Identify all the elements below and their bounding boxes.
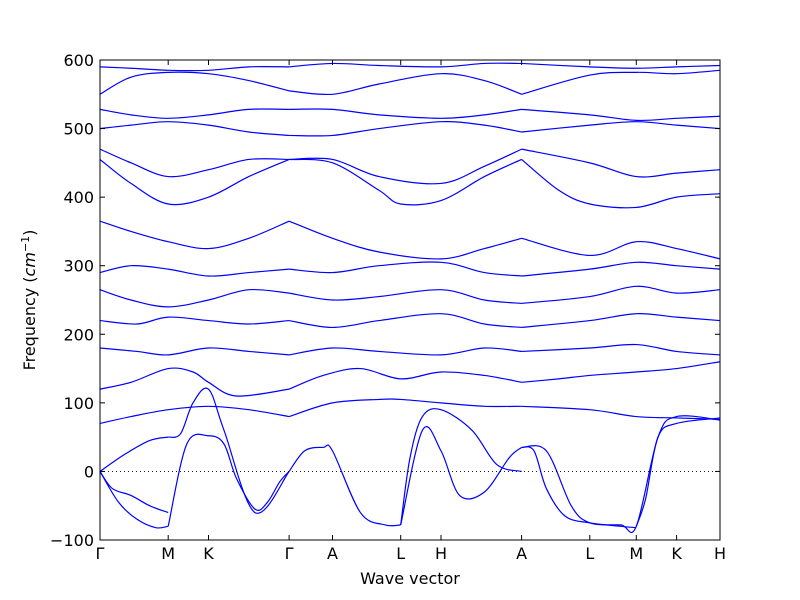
band-line-37 (521, 148, 720, 178)
band-line-0 (100, 471, 169, 529)
y-axis-label-main: Frequency (20, 283, 39, 371)
x-tick-label: Γ (96, 544, 105, 563)
x-axis-label: Wave vector (360, 569, 460, 588)
band-line-28 (521, 261, 720, 277)
band-line-42 (289, 108, 522, 119)
band-line-8 (521, 446, 637, 529)
x-tick-label: K (671, 544, 682, 563)
band-line-34 (521, 158, 720, 209)
y-tick-label: 500 (63, 120, 94, 139)
band-line-18 (289, 347, 522, 356)
band-line-22 (521, 313, 720, 329)
y-axis-label-unit: cm (20, 252, 39, 276)
band-line-33 (289, 158, 522, 206)
band-line-15 (288, 367, 522, 390)
band-line-5 (288, 444, 401, 527)
band-line-6 (400, 408, 522, 525)
band-line-24 (289, 289, 522, 305)
band-line-10 (635, 417, 720, 527)
band-line-25 (521, 285, 720, 305)
x-tick-label: L (396, 544, 405, 563)
band-line-30 (288, 220, 522, 260)
band-line-47 (100, 66, 290, 72)
band-line-49 (521, 62, 720, 69)
x-tick-label: Γ (285, 544, 294, 563)
x-tick-label: M (161, 544, 175, 563)
y-axis-label-sup: −1 (19, 236, 32, 252)
band-line-9 (521, 415, 720, 534)
band-line-45 (289, 73, 522, 96)
band-line-11 (100, 405, 290, 425)
band-line-41 (100, 108, 290, 119)
band-line-16 (521, 361, 720, 383)
y-tick-label: −100 (50, 531, 94, 550)
y-axis-label-close: ) (20, 230, 39, 236)
band-line-21 (289, 313, 522, 329)
band-line-13 (521, 405, 720, 420)
band-line-7 (400, 426, 522, 526)
band-line-43 (521, 108, 720, 122)
band-line-44 (100, 71, 290, 95)
y-tick-label: 100 (63, 394, 94, 413)
band-line-17 (100, 347, 290, 356)
band-line-36 (289, 148, 522, 185)
band-line-2 (100, 436, 169, 472)
x-tick-label: A (327, 544, 338, 563)
band-line-26 (100, 265, 290, 277)
plot-frame (99, 59, 721, 541)
y-axis-ticks: −100 0 100 200 300 400 500 600 (50, 51, 720, 550)
y-axis-label: Frequency (cm−1) (19, 230, 39, 371)
band-line-3 (167, 433, 290, 527)
y-tick-label: 200 (63, 325, 94, 344)
band-line-39 (289, 121, 522, 137)
x-tick-label: L (585, 544, 594, 563)
band-line-1 (100, 471, 169, 514)
band-line-27 (289, 261, 522, 277)
band-line-40 (521, 121, 720, 133)
band-line-38 (100, 121, 290, 137)
y-tick-label: 400 (63, 188, 94, 207)
band-line-35 (100, 148, 290, 178)
band-line-29 (100, 220, 290, 250)
series-group (100, 62, 720, 534)
band-line-19 (521, 343, 720, 356)
y-axis-label-open: ( (20, 276, 39, 282)
y-tick-label: 0 (84, 462, 94, 481)
y-tick-label: 600 (63, 51, 94, 70)
x-tick-label: A (516, 544, 527, 563)
band-line-12 (288, 398, 522, 418)
band-line-14 (100, 367, 290, 397)
band-line-4 (168, 387, 290, 514)
x-tick-label: H (435, 544, 447, 563)
band-line-20 (100, 316, 290, 325)
band-line-48 (289, 62, 522, 68)
band-line-23 (100, 288, 290, 308)
band-line-46 (521, 69, 720, 95)
x-tick-label: K (203, 544, 214, 563)
x-tick-label: M (629, 544, 643, 563)
y-tick-label: 300 (63, 257, 94, 276)
band-line-32 (100, 158, 290, 206)
x-tick-label: H (714, 544, 726, 563)
band-line-31 (521, 237, 720, 260)
